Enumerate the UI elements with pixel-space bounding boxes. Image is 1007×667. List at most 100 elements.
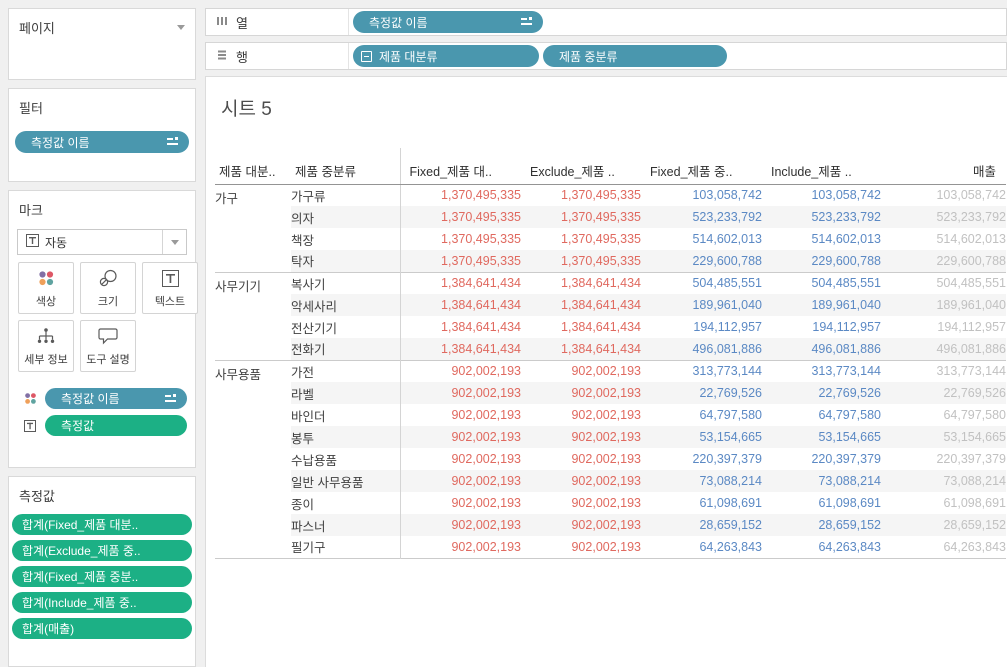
subcategory-cell[interactable]: 필기구 [291, 541, 326, 556]
measure-pill[interactable]: 합계(매출) [12, 618, 192, 639]
measure-column-header[interactable]: Fixed_제품 대.. [399, 148, 521, 185]
measure-column-header[interactable]: Exclude_제품 .. [521, 148, 641, 185]
value-cell[interactable]: 229,600,788 [936, 253, 1006, 268]
chevron-down-icon[interactable] [177, 25, 185, 30]
value-cell[interactable]: 1,384,641,434 [399, 316, 521, 338]
color-button[interactable]: 색상 [18, 262, 74, 314]
measure-pill[interactable]: 합계(Fixed_제품 중분.. [12, 566, 192, 587]
value-cell[interactable]: 229,600,788 [811, 253, 881, 268]
value-cell[interactable]: 902,002,193 [399, 514, 521, 536]
value-cell[interactable]: 189,961,040 [811, 298, 881, 312]
value-cell[interactable]: 61,098,691 [818, 496, 881, 510]
subcategory-cell[interactable]: 악세사리 [291, 299, 338, 314]
value-cell[interactable]: 22,769,526 [699, 386, 762, 400]
value-cell[interactable]: 1,370,495,335 [561, 188, 641, 203]
value-cell[interactable]: 194,112,957 [812, 320, 881, 334]
subcategory-cell[interactable]: 의자 [291, 211, 315, 226]
value-cell[interactable]: 73,088,214 [699, 474, 762, 488]
sheet-title[interactable]: 시트 5 [221, 99, 272, 120]
value-cell[interactable]: 902,002,193 [571, 518, 641, 532]
value-cell[interactable]: 1,370,495,335 [399, 228, 521, 250]
subcategory-cell[interactable]: 가전 [291, 359, 400, 382]
subcategory-cell[interactable]: 복사기 [291, 271, 400, 294]
subcategory-cell[interactable]: 파스너 [291, 519, 326, 534]
value-cell[interactable]: 53,154,665 [943, 430, 1006, 444]
value-cell[interactable]: 1,370,495,335 [561, 232, 641, 246]
value-cell[interactable]: 103,058,742 [936, 188, 1006, 203]
value-cell[interactable]: 64,797,580 [699, 408, 762, 422]
text-button[interactable]: 텍스트 [142, 262, 198, 314]
value-cell[interactable]: 53,154,665 [818, 430, 881, 444]
value-cell[interactable]: 902,002,193 [571, 496, 641, 510]
subcategory-cell[interactable]: 수납용품 [291, 453, 338, 468]
value-cell[interactable]: 73,088,214 [943, 474, 1006, 488]
value-cell[interactable]: 61,098,691 [699, 496, 762, 510]
rows-pill-product-category[interactable]: 제품 대분류 [353, 45, 539, 67]
value-cell[interactable]: 504,485,551 [641, 271, 762, 294]
value-cell[interactable]: 220,397,379 [936, 452, 1006, 466]
measure-column-header[interactable]: Include_제품 .. [762, 148, 881, 185]
marks-pill-measure-names[interactable]: 측정값 이름 [45, 388, 187, 409]
value-cell[interactable]: 504,485,551 [881, 271, 1006, 294]
value-cell[interactable]: 64,263,843 [943, 539, 1006, 554]
value-cell[interactable]: 28,659,152 [818, 518, 881, 532]
value-cell[interactable]: 1,384,641,434 [561, 298, 641, 312]
measure-column-header[interactable]: Fixed_제품 중.. [641, 148, 762, 185]
rows-pill-product-subcategory[interactable]: 제품 중분류 [543, 45, 727, 67]
value-cell[interactable]: 514,602,013 [692, 232, 762, 246]
value-cell[interactable]: 229,600,788 [692, 253, 762, 268]
value-cell[interactable]: 64,263,843 [699, 539, 762, 554]
value-cell[interactable]: 902,002,193 [399, 426, 521, 448]
value-cell[interactable]: 902,002,193 [571, 539, 641, 554]
value-cell[interactable]: 103,058,742 [692, 188, 762, 203]
subcategory-cell[interactable]: 바인더 [291, 409, 326, 424]
detail-button[interactable]: 세부 정보 [18, 320, 74, 372]
value-cell[interactable]: 189,961,040 [692, 298, 762, 312]
category-cell[interactable]: 가구 [215, 191, 239, 206]
value-cell[interactable]: 64,263,843 [818, 539, 881, 554]
value-cell[interactable]: 902,002,193 [571, 474, 641, 488]
subcategory-cell[interactable]: 봉투 [291, 431, 315, 446]
value-cell[interactable]: 53,154,665 [699, 430, 762, 444]
subcategory-cell[interactable]: 전화기 [291, 343, 326, 358]
dim-column-header[interactable]: 제품 대분.. [215, 148, 291, 185]
value-cell[interactable]: 504,485,551 [762, 271, 881, 294]
value-cell[interactable]: 1,370,495,335 [561, 253, 641, 268]
collapse-minus-icon[interactable] [361, 50, 372, 62]
value-cell[interactable]: 902,002,193 [399, 536, 521, 558]
columns-pill-measure-names[interactable]: 측정값 이름 [353, 11, 543, 33]
value-cell[interactable]: 220,397,379 [811, 452, 881, 466]
value-cell[interactable]: 514,602,013 [936, 232, 1006, 246]
value-cell[interactable]: 103,058,742 [811, 188, 881, 203]
value-cell[interactable]: 523,233,792 [692, 210, 762, 224]
subcategory-cell[interactable]: 일반 사무용품 [291, 475, 364, 490]
value-cell[interactable]: 902,002,193 [571, 430, 641, 444]
subcategory-cell[interactable]: 전산기기 [291, 321, 338, 336]
value-cell[interactable]: 1,370,495,335 [561, 210, 641, 224]
category-cell[interactable]: 사무용품 [215, 359, 291, 558]
value-cell[interactable]: 220,397,379 [692, 452, 762, 466]
value-cell[interactable]: 1,384,641,434 [399, 338, 521, 360]
value-cell[interactable]: 523,233,792 [811, 210, 881, 224]
marks-pill-measure-values[interactable]: 측정값 [45, 415, 187, 436]
value-cell[interactable]: 902,002,193 [521, 359, 641, 382]
value-cell[interactable]: 73,088,214 [818, 474, 881, 488]
subcategory-cell[interactable]: 종이 [291, 497, 315, 512]
filter-pill-measure-names[interactable]: 측정값 이름 [15, 131, 189, 153]
subcategory-cell[interactable]: 탁자 [291, 255, 315, 270]
value-cell[interactable]: 313,773,144 [641, 359, 762, 382]
dropdown-caret[interactable] [162, 230, 186, 254]
measure-pill[interactable]: 합계(Fixed_제품 대분.. [12, 514, 192, 535]
dim-column-header[interactable]: 제품 중분류 [291, 148, 400, 185]
value-cell[interactable]: 496,081,886 [936, 341, 1006, 356]
value-cell[interactable]: 22,769,526 [818, 386, 881, 400]
subcategory-cell[interactable]: 책장 [291, 233, 315, 248]
category-cell[interactable]: 사무기기 [215, 271, 291, 360]
value-cell[interactable]: 902,002,193 [399, 448, 521, 470]
value-cell[interactable]: 1,384,641,434 [521, 271, 641, 294]
value-cell[interactable]: 64,797,580 [943, 408, 1006, 422]
value-cell[interactable]: 902,002,193 [399, 470, 521, 492]
measure-column-header[interactable]: 매출 [881, 148, 1006, 185]
value-cell[interactable]: 902,002,193 [399, 382, 521, 404]
subcategory-cell[interactable]: 가구류 [291, 189, 326, 204]
